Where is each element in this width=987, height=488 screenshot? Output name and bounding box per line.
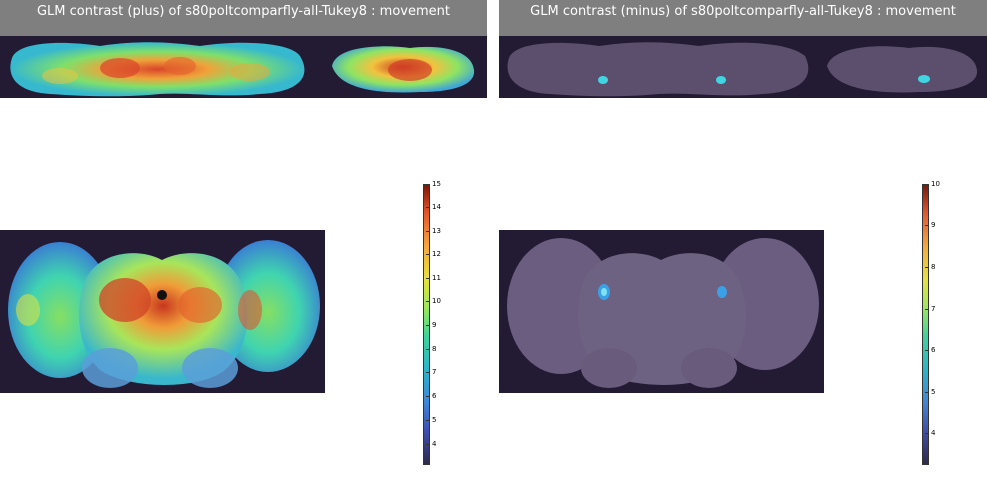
- minus-frontal-brain-view: [499, 230, 824, 393]
- plus-colorbar-tick: 4: [425, 440, 437, 448]
- minus-panel-header: GLM contrast (minus) of s80poltcomparfly…: [499, 0, 987, 36]
- minus-colorbar-ticks: 10 9 8 7 6 5 4: [924, 180, 951, 470]
- plus-panel-title: GLM contrast (plus) of s80poltcomparfly-…: [36, 4, 450, 19]
- plus-colorbar-tick: 11: [426, 274, 441, 282]
- plus-colorbar-tick: 12: [426, 250, 441, 258]
- plus-colorbar-tick: 14: [426, 203, 441, 211]
- plus-top-views-strip: [0, 36, 487, 98]
- plus-top-views-image: [10, 42, 475, 97]
- plus-colorbar-max-label: 15: [426, 180, 441, 188]
- plus-colorbar-tick: 10: [426, 297, 441, 305]
- minus-top-views-image: [507, 42, 978, 97]
- plus-panel-header: GLM contrast (plus) of s80poltcomparfly-…: [0, 0, 487, 36]
- minus-colorbar: [922, 184, 929, 465]
- minus-brain-image: [507, 238, 819, 388]
- plus-brain-heatmap: [8, 240, 320, 388]
- plus-colorbar-tick: 9: [425, 321, 437, 329]
- minus-panel-title: GLM contrast (minus) of s80poltcomparfly…: [530, 4, 956, 19]
- plus-colorbar-ticks: 15 14 13 12 11 10 9 8 7 6 5 4: [425, 180, 452, 470]
- plus-colorbar-tick: 13: [426, 227, 441, 235]
- plus-colorbar-tick: 7: [425, 368, 437, 376]
- plus-colorbar-tick: 5: [425, 416, 437, 424]
- minus-colorbar-tick: 7: [924, 305, 936, 313]
- minus-colorbar-tick: 5: [924, 388, 936, 396]
- minus-top-views-strip: [499, 36, 987, 98]
- minus-colorbar-tick: 6: [924, 346, 936, 354]
- minus-colorbar-tick: 9: [924, 221, 936, 229]
- minus-colorbar-tick: 4: [924, 429, 936, 437]
- plus-colorbar-tick: 8: [425, 345, 437, 353]
- minus-colorbar-max-label: 10: [925, 180, 940, 188]
- plus-frontal-brain-view: [0, 230, 325, 393]
- minus-colorbar-tick: 8: [924, 263, 936, 271]
- plus-colorbar-tick: 6: [425, 392, 437, 400]
